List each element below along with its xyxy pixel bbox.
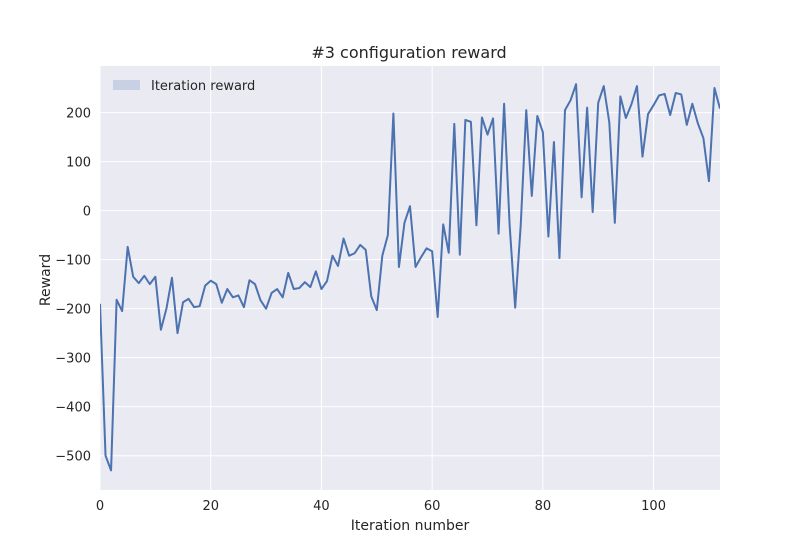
tick-labels: 0 20 40 60 80 100 −500 −400 −300 −200 −100 0 100 200 bbox=[55, 107, 666, 514]
x-axis-label: Iteration number bbox=[351, 518, 470, 534]
legend-label-iteration-reward: Iteration reward bbox=[151, 79, 255, 94]
series-layer bbox=[100, 83, 720, 472]
legend-swatch bbox=[113, 80, 140, 90]
legend: Iteration reward bbox=[113, 79, 255, 94]
y-tick-label: 200 bbox=[66, 107, 91, 122]
x-tick-label: 0 bbox=[96, 499, 104, 514]
y-tick-label: 100 bbox=[66, 156, 91, 171]
y-tick-label: −100 bbox=[55, 254, 91, 269]
plot-area bbox=[100, 66, 720, 490]
x-tick-label: 20 bbox=[202, 499, 219, 514]
x-tick-label: 80 bbox=[535, 499, 552, 514]
x-tick-label: 100 bbox=[641, 499, 666, 514]
chart-title: #3 configuration reward bbox=[311, 43, 506, 62]
y-tick-label: 0 bbox=[83, 205, 91, 220]
y-tick-label: −200 bbox=[55, 303, 91, 318]
y-tick-label: −300 bbox=[55, 352, 91, 367]
y-axis-label: Reward bbox=[38, 254, 54, 306]
series-line-iteration-reward bbox=[100, 83, 720, 472]
y-tick-label: −500 bbox=[55, 450, 91, 465]
x-tick-label: 40 bbox=[313, 499, 330, 514]
x-tick-label: 60 bbox=[424, 499, 441, 514]
y-tick-label: −400 bbox=[55, 401, 91, 416]
